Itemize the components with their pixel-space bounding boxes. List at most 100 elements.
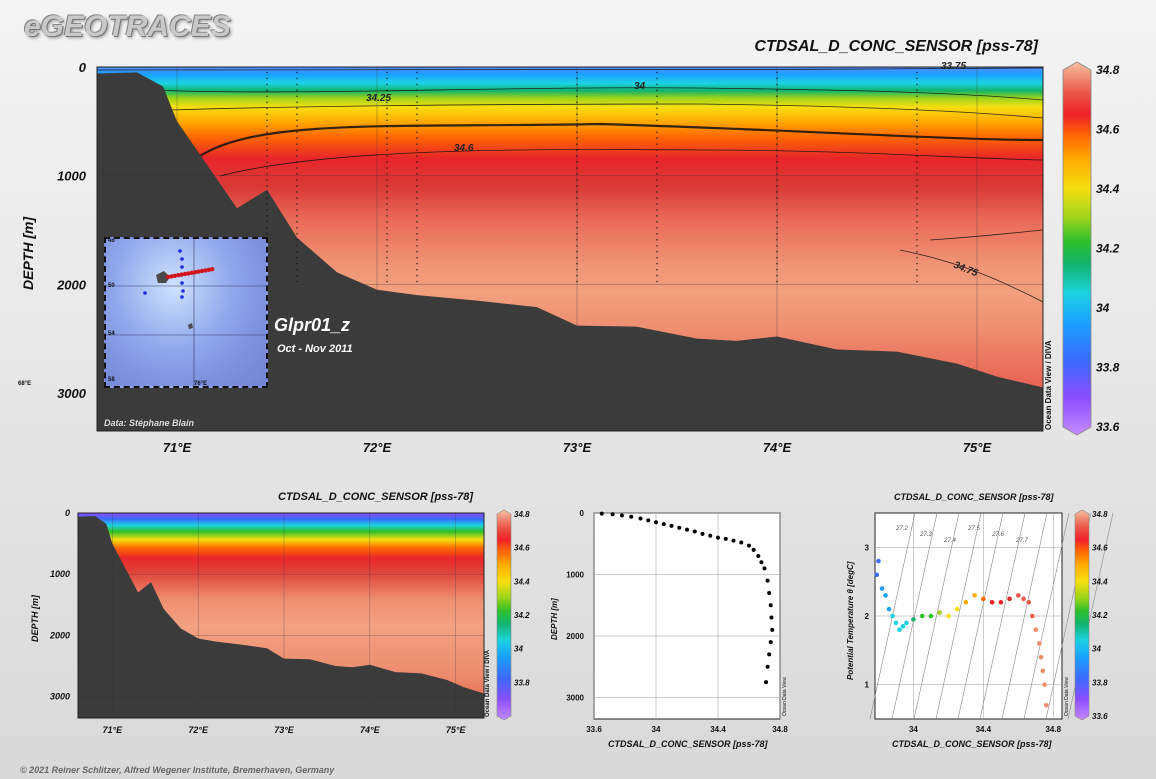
main-station-sample (576, 244, 578, 247)
ts-colorbar-tick-label: 34.8 (1092, 510, 1108, 519)
ts-point (989, 599, 995, 605)
main-station-sample (656, 185, 658, 187)
main-station-sample (916, 89, 918, 92)
main-station-sample (386, 95, 388, 98)
main-station-sample (916, 155, 918, 157)
main-station-sample (296, 77, 298, 80)
profile-point (619, 513, 624, 518)
main-station-sample (416, 197, 418, 199)
main-station-sample (386, 209, 388, 211)
ts-point (876, 558, 881, 564)
profile-point (599, 511, 604, 516)
main-station-sample (916, 161, 918, 163)
main-station-sample (916, 101, 918, 104)
small-colorbar-tick-label: 34 (514, 645, 523, 654)
main-station-sample (776, 256, 778, 259)
main-station-sample (266, 77, 268, 80)
main-station-sample (916, 256, 918, 259)
main-station-sample (386, 167, 388, 169)
main-station-sample (266, 161, 268, 163)
main-station-sample (416, 274, 418, 277)
main-station-sample (776, 191, 778, 193)
main-station-sample (416, 83, 418, 86)
main-station-sample (916, 83, 918, 86)
main-colorbar-ticks: 34.8 34.6 34.4 34.2 34 33.8 33.6 (1096, 63, 1120, 434)
profile-point (731, 538, 736, 543)
ts-x-tick-label: 34.8 (1045, 725, 1061, 734)
main-station-sample (656, 274, 658, 277)
profile-point (723, 536, 728, 541)
main-station-sample (266, 137, 268, 139)
main-station-sample (656, 71, 658, 74)
main-station-sample (656, 244, 658, 247)
main-station-sample (916, 77, 918, 80)
ts-y-tick-label: 3 (865, 543, 870, 552)
main-station-sample (296, 262, 298, 265)
profile-y-axis-label: DEPTH [m] (550, 598, 559, 640)
main-station-sample (576, 161, 578, 163)
profile-point (756, 554, 761, 559)
main-station-sample (916, 197, 918, 199)
ts-point (1043, 702, 1049, 708)
ts-point (919, 613, 925, 619)
main-station-sample (916, 221, 918, 223)
ts-x-tick-label: 34 (909, 725, 918, 734)
main-station-sample (916, 179, 918, 181)
main-station-sample (296, 143, 298, 145)
main-station-sample (416, 119, 418, 122)
ts-point (897, 627, 902, 633)
main-station-sample (576, 95, 578, 98)
inset-lon-76-label: 76°E (194, 381, 208, 387)
main-station-sample (296, 95, 298, 98)
main-station-sample (416, 149, 418, 151)
main-station-sample (296, 197, 298, 199)
main-contour-line (219, 149, 1043, 177)
main-station-sample (776, 197, 778, 199)
main-station-sample (266, 125, 268, 128)
main-station-sample (776, 167, 778, 169)
main-station-sample (416, 125, 418, 128)
main-contour-line (929, 229, 1043, 241)
main-station-sample (296, 244, 298, 247)
inset-lat-54: 54 (108, 331, 115, 337)
main-station-sample (776, 274, 778, 277)
main-station-sample (776, 155, 778, 157)
main-station-sample (656, 197, 658, 199)
main-station-sample (386, 179, 388, 181)
ts-x-ticks: 34 34.4 34.8 (909, 725, 1062, 734)
main-station-sample (296, 203, 298, 205)
profile-point (765, 664, 770, 669)
main-contour-line (199, 122, 1043, 157)
profile-point (759, 560, 764, 565)
main-station-sample (266, 119, 268, 122)
small-x-tick-label: 75°E (446, 725, 467, 735)
main-station-sample (266, 113, 268, 116)
main-station-dots (266, 71, 918, 283)
main-station-sample (296, 268, 298, 271)
main-station-sample (916, 167, 918, 169)
inset-section-dot (206, 267, 211, 272)
main-station-sample (296, 179, 298, 181)
main-station-sample (416, 89, 418, 92)
main-station-sample (776, 89, 778, 92)
main-station-sample (916, 262, 918, 265)
main-station-sample (656, 77, 658, 80)
ts-point (981, 596, 986, 602)
main-station-sample (776, 107, 778, 110)
inset-section-dot (182, 271, 188, 277)
profile-point (767, 652, 772, 657)
main-station-sample (776, 71, 778, 74)
main-station-sample (296, 125, 298, 128)
section-period: Oct - Nov 2011 (277, 343, 353, 355)
ts-point (937, 610, 942, 615)
main-station-sample (386, 89, 388, 92)
main-station-sample (916, 232, 918, 235)
ts-x-axis-label: CTDSAL_D_CONC_SENSOR [pss-78] (892, 739, 1052, 749)
main-station-sample (576, 101, 578, 104)
main-station-sample (296, 119, 298, 122)
main-station-sample (576, 89, 578, 92)
small-x-tick-label: 74°E (360, 725, 381, 735)
main-station-sample (656, 262, 658, 265)
main-station-sample (416, 256, 418, 259)
